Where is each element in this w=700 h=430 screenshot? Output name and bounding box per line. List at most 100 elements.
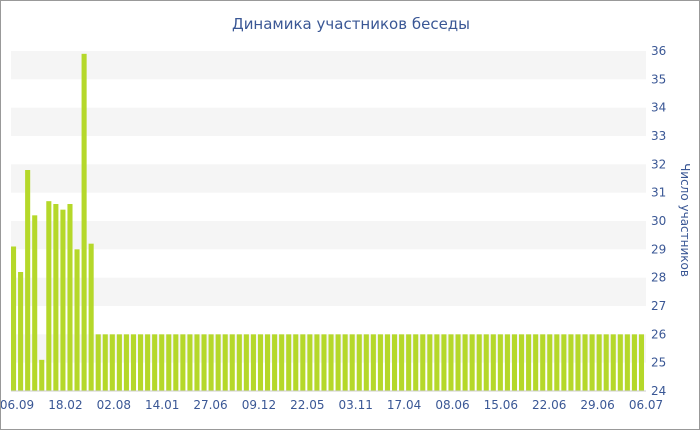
bar — [511, 334, 518, 391]
bar — [293, 334, 299, 391]
bar — [272, 334, 278, 391]
y-tick-label: 29 — [651, 242, 666, 256]
bar — [194, 334, 200, 391]
y-tick-label: 28 — [651, 271, 666, 285]
bar — [39, 359, 45, 391]
bar — [67, 204, 73, 391]
bar — [215, 334, 221, 391]
bar — [243, 334, 249, 391]
bar — [81, 53, 87, 391]
bar — [589, 334, 595, 391]
bar — [116, 334, 122, 391]
bar — [222, 334, 228, 391]
bar — [561, 334, 567, 391]
y-tick-label: 24 — [651, 384, 666, 398]
x-tick-label: 18.02 — [48, 398, 82, 412]
bar — [109, 334, 115, 391]
bar — [420, 334, 426, 391]
bar — [229, 334, 235, 391]
bar — [152, 334, 158, 391]
bar — [138, 334, 144, 391]
bar — [74, 249, 80, 391]
bar — [250, 334, 256, 391]
bar — [399, 334, 405, 391]
bar — [208, 334, 214, 391]
y-axis-label: Число участников — [678, 163, 692, 277]
bar — [335, 334, 341, 391]
bar — [610, 334, 616, 391]
bar — [624, 334, 630, 391]
bar — [370, 334, 376, 391]
bar — [575, 334, 581, 391]
y-tick-label: 36 — [651, 44, 666, 58]
bar — [554, 334, 560, 391]
x-tick-label: 06.09 — [1, 398, 34, 412]
bar — [95, 334, 101, 391]
bar — [568, 334, 574, 391]
bar — [448, 334, 454, 391]
y-tick-label: 33 — [651, 129, 666, 143]
bar — [455, 334, 461, 391]
bar — [236, 334, 242, 391]
bar — [286, 334, 292, 391]
grid-band — [11, 164, 646, 193]
x-tick-label: 15.06 — [484, 398, 518, 412]
bar — [145, 334, 151, 391]
bar — [342, 334, 348, 391]
bar — [187, 334, 193, 391]
y-tick-label: 26 — [651, 327, 666, 341]
bar — [476, 334, 482, 391]
bar — [384, 334, 391, 391]
bar — [307, 334, 313, 391]
y-tick-label: 25 — [651, 356, 666, 370]
bar — [11, 246, 17, 391]
bar — [617, 334, 623, 391]
grid-band — [11, 277, 646, 306]
bar — [377, 334, 383, 391]
bar — [631, 334, 637, 391]
bar — [18, 272, 24, 391]
bar — [540, 334, 546, 391]
bar — [497, 334, 503, 391]
bar — [504, 334, 510, 391]
x-tick-label: 22.05 — [290, 398, 324, 412]
bar — [130, 334, 137, 391]
x-tick-label: 17.04 — [387, 398, 421, 412]
bar — [526, 334, 532, 391]
bar — [32, 215, 38, 391]
bar — [60, 209, 66, 391]
x-tick-label: 09.12 — [242, 398, 276, 412]
x-tick-label: 03.11 — [339, 398, 373, 412]
bar — [180, 334, 186, 391]
bar — [349, 334, 355, 391]
grid-band — [11, 221, 646, 250]
grid-bands — [11, 51, 646, 363]
bar — [406, 334, 412, 391]
x-tick-labels: 06.09 18.02 02.08 14.01 27.06 09.12 22.05 03.11… — [1, 398, 663, 412]
bar — [483, 334, 489, 391]
bar — [441, 334, 447, 391]
bar — [279, 334, 285, 391]
bar — [356, 334, 362, 391]
bar — [159, 334, 165, 391]
bars-group — [11, 53, 645, 391]
bar — [547, 334, 553, 391]
bar — [166, 334, 172, 391]
x-tick-label: 29.06 — [580, 398, 614, 412]
x-tick-label: 22.06 — [532, 398, 566, 412]
bar — [363, 334, 369, 391]
bar — [392, 334, 398, 391]
bar — [462, 334, 468, 391]
chart-title: Динамика участников беседы — [232, 15, 470, 33]
y-tick-label: 27 — [651, 299, 666, 313]
bar — [582, 334, 588, 391]
bar — [300, 334, 306, 391]
bar — [314, 334, 320, 391]
bar — [321, 334, 327, 391]
bar — [265, 334, 271, 391]
bar — [328, 334, 334, 391]
bar — [88, 243, 94, 391]
grid-band — [11, 51, 646, 80]
bar — [596, 334, 602, 391]
